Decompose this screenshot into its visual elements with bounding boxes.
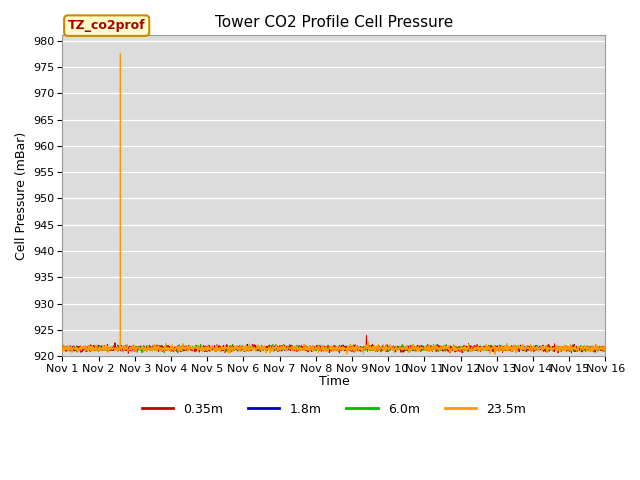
- X-axis label: Time: Time: [319, 375, 349, 388]
- Legend: 0.35m, 1.8m, 6.0m, 23.5m: 0.35m, 1.8m, 6.0m, 23.5m: [137, 398, 531, 420]
- Title: Tower CO2 Profile Cell Pressure: Tower CO2 Profile Cell Pressure: [215, 15, 453, 30]
- Text: TZ_co2prof: TZ_co2prof: [68, 19, 145, 32]
- Y-axis label: Cell Pressure (mBar): Cell Pressure (mBar): [15, 132, 28, 260]
